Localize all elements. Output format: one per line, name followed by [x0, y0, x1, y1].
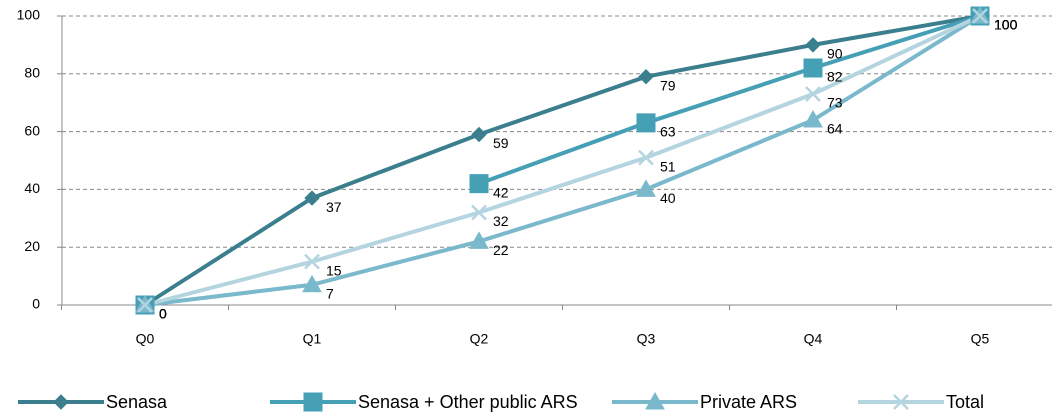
marker [304, 190, 320, 206]
marker [137, 297, 153, 313]
data-label: 15 [326, 262, 342, 278]
marker [803, 110, 823, 128]
data-label: 63 [660, 124, 676, 140]
x-tick-label: Q3 [637, 331, 656, 347]
data-label: 100 [994, 17, 1018, 33]
y-tick-label: 20 [24, 238, 40, 254]
data-label: 0 [159, 306, 167, 322]
y-tick-label: 60 [24, 122, 40, 138]
legend-label: Senasa + Other public ARS [358, 392, 578, 412]
series-line [143, 14, 981, 307]
y-tick-label: 100 [17, 7, 41, 23]
marker [805, 37, 821, 53]
data-label: 82 [827, 69, 843, 85]
marker [469, 174, 489, 194]
data-label: 79 [660, 77, 676, 93]
data-label: 64 [827, 121, 843, 137]
data-label: 51 [660, 158, 676, 174]
series-line [144, 14, 981, 307]
legend-label: Total [946, 392, 984, 412]
marker [638, 149, 654, 166]
marker [53, 394, 69, 410]
x-tick-label: Q0 [136, 331, 155, 347]
series-line [144, 14, 982, 307]
marker [469, 231, 489, 249]
data-label: 90 [827, 46, 843, 62]
data-label: 0 [159, 306, 167, 322]
data-label: 37 [326, 199, 342, 215]
x-tick-label: Q1 [303, 331, 322, 347]
data-label: 0 [159, 306, 167, 322]
data-label: 100 [994, 17, 1018, 33]
data-label: 32 [493, 213, 509, 229]
marker [302, 274, 322, 293]
data-label: 100 [994, 17, 1018, 33]
marker [304, 253, 320, 270]
data-label: 7 [326, 285, 334, 301]
marker [893, 394, 909, 410]
data-label: 100 [994, 17, 1018, 33]
data-label: 40 [660, 190, 676, 206]
data-label: 0 [159, 306, 167, 322]
y-tick-label: 40 [24, 180, 40, 196]
x-tick-label: Q2 [470, 331, 489, 347]
x-tick-label: Q4 [804, 331, 823, 347]
marker [803, 58, 823, 78]
marker [471, 204, 487, 221]
data-label: 59 [493, 135, 509, 151]
marker [972, 8, 988, 24]
marker [636, 179, 656, 197]
marker [636, 113, 656, 133]
y-tick-label: 0 [32, 296, 40, 312]
y-tick-label: 80 [24, 65, 40, 81]
x-tick-label: Q5 [971, 331, 990, 347]
marker [638, 68, 654, 85]
marker [645, 391, 665, 410]
marker [303, 392, 323, 412]
series-line [478, 14, 981, 186]
data-label: 22 [493, 242, 509, 258]
data-label: 73 [827, 95, 843, 111]
data-label: 42 [493, 184, 509, 200]
legend-label: Senasa [106, 392, 168, 412]
marker [805, 86, 821, 102]
legend-label: Private ARS [700, 392, 797, 412]
marker [471, 126, 487, 143]
